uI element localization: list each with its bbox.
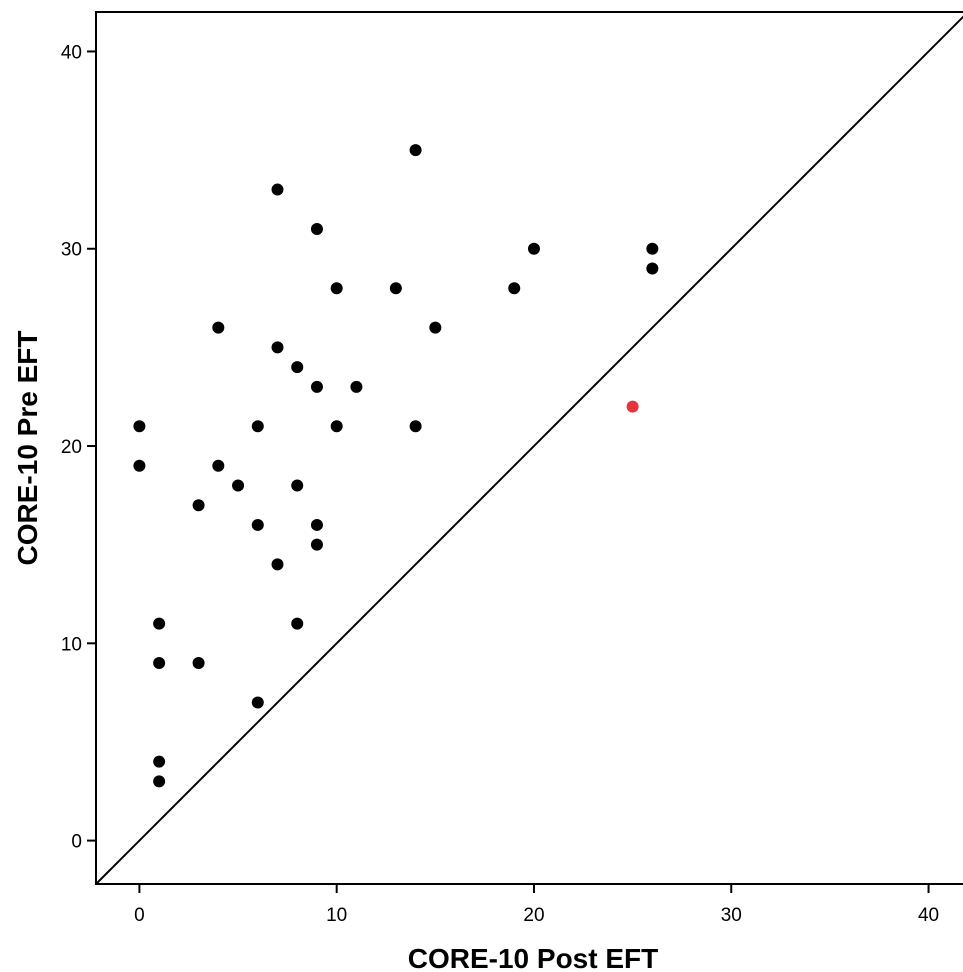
data-point [271,183,284,196]
data-point [330,282,343,295]
data-point [153,657,166,670]
data-point [350,380,363,393]
data-point [508,282,521,295]
data-point [310,518,323,531]
data-point [527,242,540,255]
y-axis-ticks: 0 10 20 30 40 [61,42,96,853]
data-point [153,617,166,630]
reference-line [95,15,963,885]
data-point [232,479,245,492]
y-axis-title: CORE-10 Pre EFT [12,331,43,566]
data-point [192,657,205,670]
highlighted-data-point [626,400,639,413]
data-point [271,341,284,354]
data-point [429,321,442,334]
data-point [133,420,146,433]
x-axis-ticks: 0 10 20 30 40 [134,884,939,926]
data-point [646,262,659,275]
data-point [153,755,166,768]
data-point [212,321,225,334]
data-point [389,282,402,295]
y-tick-label: 0 [71,832,82,853]
data-point [271,558,284,571]
data-point [310,223,323,236]
data-point [646,242,659,255]
data-point [409,144,422,157]
data-points [133,144,659,788]
data-point [291,361,304,374]
x-tick-label: 40 [918,905,939,926]
data-point [133,459,146,472]
data-point [251,696,264,709]
data-point [212,459,225,472]
x-tick-label: 0 [134,905,145,926]
x-tick-label: 10 [326,905,347,926]
data-point [330,420,343,433]
plot-frame [95,11,963,885]
y-tick-label: 30 [61,240,82,261]
x-axis-title: CORE-10 Post EFT [408,943,658,972]
reference-line-layer [95,15,963,885]
data-point [251,518,264,531]
data-point [153,775,166,788]
data-point [310,538,323,551]
data-point [192,499,205,512]
y-tick-label: 20 [61,437,82,458]
y-tick-label: 40 [61,42,82,63]
x-tick-label: 30 [721,905,742,926]
x-tick-label: 20 [523,905,544,926]
y-tick-label: 10 [61,634,82,655]
data-point [251,420,264,433]
data-point [291,617,304,630]
data-point [310,380,323,393]
data-point [291,479,304,492]
data-point [409,420,422,433]
